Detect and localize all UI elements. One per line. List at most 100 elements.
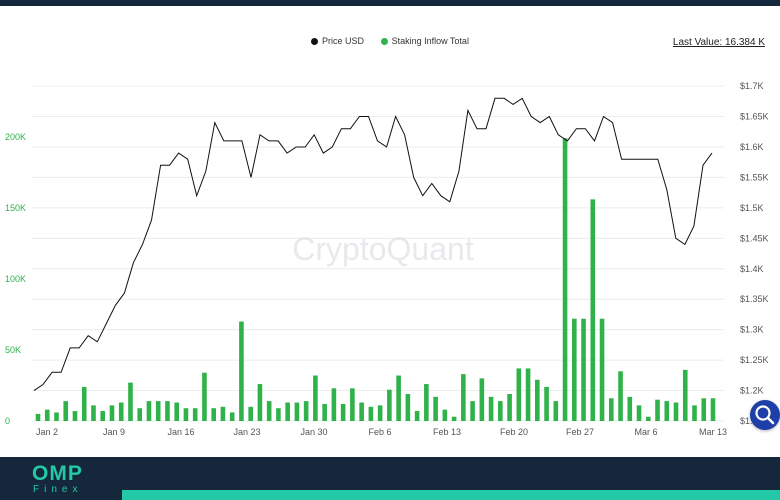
staking-bar xyxy=(294,402,300,421)
left-tick-label: 0 xyxy=(5,416,10,426)
right-tick-label: $1.4K xyxy=(740,264,764,274)
staking-bar xyxy=(229,412,235,421)
right-tick-label: $1.5K xyxy=(740,203,764,213)
staking-bar xyxy=(498,401,503,421)
right-tick-label: $1.6K xyxy=(740,142,764,152)
staking-bar xyxy=(590,199,596,421)
x-tick-label: Feb 27 xyxy=(566,427,594,437)
staking-bar xyxy=(174,402,179,421)
staking-bar xyxy=(368,406,374,421)
staking-bar xyxy=(424,384,429,421)
left-axis: 0 50K 100K 150K 200K xyxy=(5,132,26,426)
staking-bar xyxy=(535,379,540,421)
staking-bar xyxy=(553,401,559,421)
staking-bar xyxy=(599,318,605,421)
x-tick-label: Jan 16 xyxy=(167,427,194,437)
staking-bar xyxy=(692,405,697,421)
left-tick-label: 50K xyxy=(5,345,21,355)
top-bar xyxy=(0,0,780,6)
staking-bar xyxy=(303,401,309,421)
right-tick-label: $1.35K xyxy=(740,294,769,304)
right-tick-label: $1.3K xyxy=(740,325,764,335)
staking-dot-icon xyxy=(380,38,388,45)
left-tick-label: 200K xyxy=(5,132,26,142)
right-tick-label: $1.2K xyxy=(740,386,764,396)
legend-item-price[interactable]: Price USD xyxy=(311,36,364,46)
staking-bar xyxy=(516,368,522,421)
legend-price-label: Price USD xyxy=(322,36,365,46)
x-axis: Jan 2 Jan 9 Jan 16 Jan 23 Jan 30 Feb 6 Feb 13 F… xyxy=(36,427,727,437)
staking-bar xyxy=(331,388,337,421)
search-icon xyxy=(755,405,775,425)
staking-bar xyxy=(433,396,438,421)
staking-bar xyxy=(359,402,364,421)
x-tick-label: Jan 2 xyxy=(36,427,58,437)
staking-bar xyxy=(54,412,59,421)
last-value[interactable]: Last Value: 16.384 K xyxy=(673,37,765,48)
staking-bar xyxy=(608,398,614,421)
staking-bar xyxy=(192,408,198,421)
price-dot-icon xyxy=(311,38,319,45)
staking-bar xyxy=(618,371,623,421)
right-tick-label: $1.25K xyxy=(740,355,769,365)
staking-bar xyxy=(645,416,651,421)
staking-bar xyxy=(627,396,633,421)
left-tick-label: 150K xyxy=(5,203,26,213)
search-button[interactable] xyxy=(750,400,780,430)
staking-bar xyxy=(63,401,69,421)
staking-bar xyxy=(340,403,346,421)
staking-bar xyxy=(146,401,152,421)
staking-bar xyxy=(322,403,327,421)
staking-bar xyxy=(562,138,568,422)
staking-bar xyxy=(442,409,448,421)
staking-bar xyxy=(655,399,660,421)
left-tick-label: 100K xyxy=(5,274,26,284)
staking-bar xyxy=(461,374,466,421)
right-tick-label: $1.7K xyxy=(740,81,764,91)
staking-bar xyxy=(155,401,161,421)
price-line xyxy=(33,97,713,392)
staking-bar xyxy=(451,416,457,421)
last-value-text: Last Value: 16.384 K xyxy=(672,37,765,48)
legend-item-staking[interactable]: Staking Inflow Total xyxy=(380,36,469,46)
staking-bar xyxy=(285,402,290,421)
price-line-group xyxy=(33,97,713,392)
staking-bar xyxy=(544,386,549,421)
staking-bar xyxy=(165,401,170,421)
x-tick-label: Feb 13 xyxy=(433,427,461,437)
staking-bar xyxy=(239,321,244,421)
staking-bar xyxy=(710,398,716,421)
staking-bar xyxy=(479,378,485,421)
x-tick-label: Feb 20 xyxy=(500,427,528,437)
staking-bar xyxy=(91,405,96,421)
right-axis: $1.15K$1.2K$1.25K$1.3K$1.35K$1.4K$1.45K$… xyxy=(740,81,769,426)
staking-bar xyxy=(81,386,87,421)
footer-accent-strip xyxy=(122,490,780,500)
staking-bar xyxy=(572,318,577,421)
x-tick-label: Jan 23 xyxy=(233,427,260,437)
staking-bar xyxy=(350,388,355,421)
x-tick-label: Mar 6 xyxy=(634,427,657,437)
watermark: CryptoQuant xyxy=(292,231,474,267)
staking-bar xyxy=(109,405,115,421)
x-tick-label: Mar 13 xyxy=(699,427,727,437)
staking-bar xyxy=(470,401,475,421)
staking-bar xyxy=(211,408,216,421)
x-tick-label: Feb 6 xyxy=(368,427,391,437)
staking-bar xyxy=(183,408,189,421)
staking-bar xyxy=(377,405,383,421)
staking-bar xyxy=(507,394,512,421)
staking-bar xyxy=(313,375,318,421)
staking-bar xyxy=(100,411,106,421)
staking-bar xyxy=(202,372,207,421)
x-tick-label: Jan 9 xyxy=(103,427,125,437)
chart-legend: Price USD Staking Inflow Total xyxy=(0,36,780,46)
staking-bar xyxy=(137,408,143,421)
legend-staking-label: Staking Inflow Total xyxy=(391,36,469,46)
right-tick-label: $1.65K xyxy=(740,112,769,122)
staking-bar xyxy=(72,411,78,421)
staking-bar xyxy=(220,406,226,421)
staking-bar xyxy=(276,408,281,421)
staking-bar xyxy=(248,406,253,421)
